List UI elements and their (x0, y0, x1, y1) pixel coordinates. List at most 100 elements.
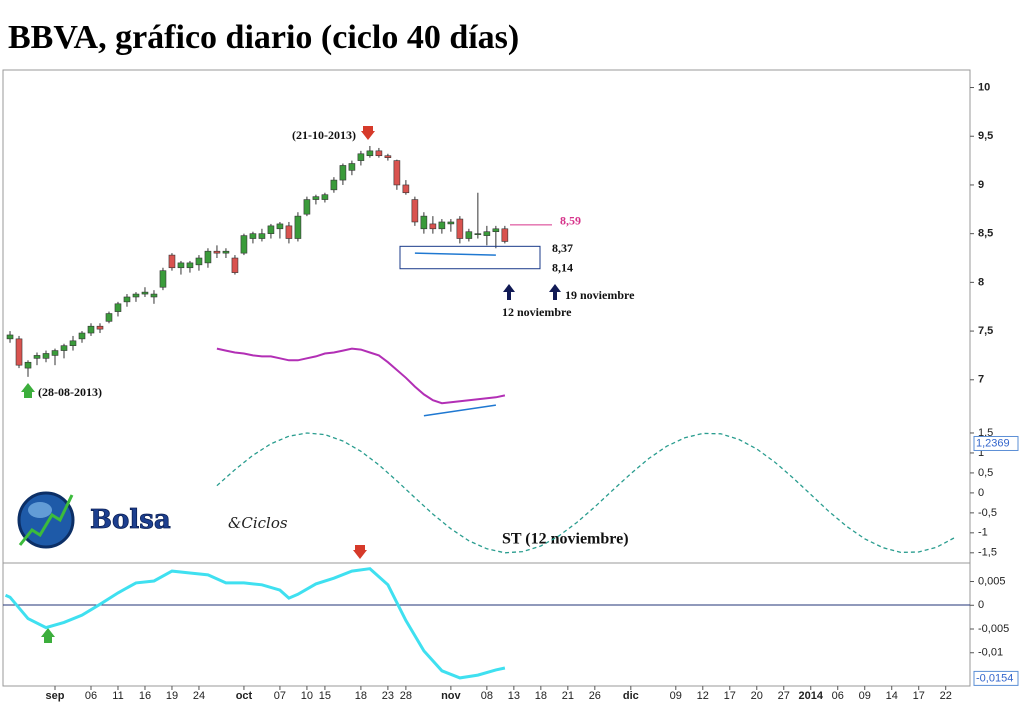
logo-arrow (18, 494, 74, 546)
level-label: 8,37 (552, 241, 573, 255)
y-tick-label: 8,5 (978, 228, 993, 240)
candle-body (6, 334, 14, 340)
y-tick-label: -1,5 (978, 547, 997, 559)
candle-body (231, 257, 239, 273)
level-label: 8,59 (560, 214, 581, 228)
y-tick-label: 7,5 (978, 325, 993, 337)
candle-body (141, 291, 149, 295)
arrow-up (21, 383, 35, 398)
x-tick-label: 16 (139, 690, 151, 702)
candle-body (285, 225, 293, 239)
candle-body (402, 184, 410, 194)
x-tick-label: 09 (670, 690, 682, 702)
logo: Bolsa &Ciclos (17, 491, 288, 549)
candle-body (465, 231, 473, 239)
candle-body (429, 223, 437, 230)
x-tick-label: 2014 (799, 690, 824, 702)
arrow-up (549, 284, 561, 300)
arrow-up (503, 284, 515, 300)
candle-body (321, 194, 329, 200)
x-tick-label: dic (623, 690, 639, 702)
candle-body (411, 199, 419, 223)
candle-body (186, 262, 194, 269)
y-tick-label: -0,5 (978, 507, 997, 519)
panel-frame (2, 69, 971, 687)
x-tick-label: 11 (112, 690, 123, 702)
x-tick-label: 20 (751, 690, 763, 702)
x-tick-label: nov (441, 690, 461, 702)
overlay-line (216, 347, 506, 405)
x-tick-label: 12 (697, 690, 709, 702)
support-box (399, 245, 541, 270)
candle-body (474, 233, 482, 235)
candle-body (294, 215, 302, 239)
annotation: (21-10-2013) (292, 128, 356, 142)
candle-body (240, 235, 248, 254)
value-label-box (973, 670, 1019, 686)
candle-body (249, 233, 257, 239)
candle-body (447, 221, 455, 225)
y-tick-label: -0,005 (978, 623, 1009, 635)
logo-shine (28, 502, 52, 518)
arrow-down (361, 126, 375, 140)
x-tick-label: 18 (355, 690, 367, 702)
arrow-down (353, 545, 367, 559)
x-tick-label: sep (46, 690, 65, 702)
series-line (4, 567, 506, 680)
candle-body (42, 353, 50, 359)
candle-body (492, 228, 500, 233)
candle-body (366, 150, 374, 157)
y-tick-label: 1 (978, 447, 984, 459)
candle-body (330, 179, 338, 191)
candle-body (177, 262, 185, 269)
candle-body (357, 153, 365, 161)
x-tick-label: 28 (400, 690, 412, 702)
y-tick-label: -0,01 (978, 647, 1003, 659)
candle-body (123, 296, 131, 303)
logo-suffix: &Ciclos (228, 514, 288, 532)
x-tick-label: 07 (274, 690, 286, 702)
value-label: 1,2369 (976, 437, 1010, 449)
value-label: -0,0154 (976, 672, 1013, 684)
candle-body (15, 338, 23, 366)
series-line (216, 432, 956, 554)
x-tick-label: 27 (778, 690, 790, 702)
candle-body (87, 325, 95, 334)
candle-body (60, 345, 68, 351)
candle-body (69, 340, 77, 346)
annotation: ST (12 noviembre) (502, 531, 629, 548)
y-tick-label: 7 (978, 374, 984, 386)
candle-body (267, 225, 275, 234)
value-label-box (973, 435, 1019, 451)
chart-title: BBVA, gráfico diario (ciclo 40 días) (8, 19, 519, 56)
candle-body (303, 199, 311, 215)
candle-body (96, 325, 104, 330)
y-tick-label: 10 (978, 81, 990, 93)
logo-globe (17, 491, 75, 549)
logo-text: Bolsa (90, 505, 171, 535)
candle-body (483, 231, 491, 236)
annotation: 12 noviembre (502, 305, 572, 319)
candle-body (51, 350, 59, 356)
candle-body (501, 228, 509, 242)
x-tick-label: oct (236, 690, 253, 702)
y-tick-label: 9 (978, 179, 984, 191)
x-tick-label: 23 (382, 690, 394, 702)
candle-body (195, 257, 203, 266)
y-tick-label: -1 (978, 527, 988, 539)
x-tick-label: 10 (301, 690, 313, 702)
candle-body (339, 165, 347, 181)
candle-body (213, 250, 221, 254)
annotation: 19 noviembre (565, 288, 635, 302)
x-tick-label: 09 (859, 690, 871, 702)
x-tick-label: 21 (562, 690, 574, 702)
candle-body (24, 361, 32, 369)
y-tick-label: 0,005 (978, 575, 1006, 587)
candle-body (312, 196, 320, 200)
candle-body (348, 163, 356, 171)
candle-body (420, 215, 428, 230)
candle-body (105, 313, 113, 322)
candle-body (78, 332, 86, 340)
candle-body (384, 155, 392, 158)
candle-body (150, 293, 158, 298)
